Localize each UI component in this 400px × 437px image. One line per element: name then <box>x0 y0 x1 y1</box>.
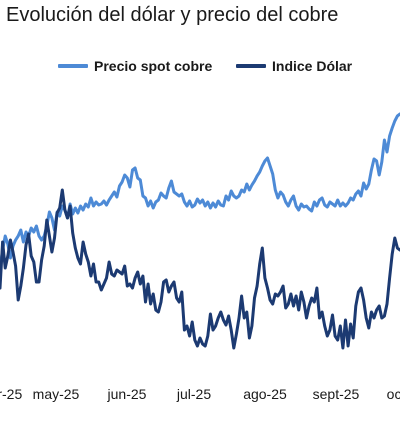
legend-swatch-cobre <box>58 64 88 68</box>
x-tick-label: abr-25 <box>0 386 23 402</box>
x-tick-label: jun-25 <box>107 386 147 402</box>
x-tick-label: sept-25 <box>312 386 360 402</box>
legend-swatch-dolar <box>236 64 266 68</box>
series-line-indice-dolar <box>0 188 400 350</box>
legend-item-indice-dolar: Indice Dólar <box>236 58 352 74</box>
legend-label-cobre: Precio spot cobre <box>94 58 213 74</box>
legend-item-precio-spot-cobre: Precio spot cobre <box>58 58 212 74</box>
legend: Precio spot cobre Indice Dólar <box>0 58 400 78</box>
x-tick-label: jul-25 <box>176 386 212 402</box>
legend-label-dolar: Indice Dólar <box>272 58 353 74</box>
series-line-precio-spot-cobre <box>0 112 400 270</box>
x-tick-label: may-25 <box>32 386 80 402</box>
x-tick-label: ago-25 <box>243 386 287 402</box>
chart-title: Evolución del dólar y precio del cobre <box>6 4 339 26</box>
x-tick-label: oct <box>386 386 400 402</box>
